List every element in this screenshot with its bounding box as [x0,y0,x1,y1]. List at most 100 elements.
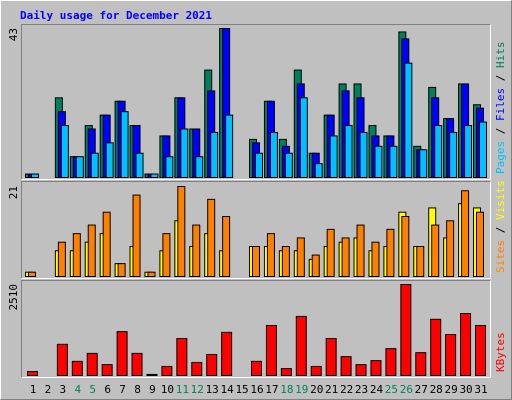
bar [90,152,99,178]
bar [31,173,39,178]
x-tick-label: 18 [280,383,293,396]
legend-separator: / [494,227,507,234]
bar [401,216,410,277]
bar [192,224,201,277]
x-tick-label: 25 [385,383,398,396]
bar [371,241,380,277]
bar [370,360,382,377]
bar [325,338,337,377]
x-tick-label: 27 [415,383,428,396]
y-tick-label: 21 [7,186,20,199]
bar [56,343,68,376]
x-tick-label: 8 [134,383,141,396]
bar [102,211,111,277]
bar [416,246,425,277]
bar [404,62,413,178]
bar [120,111,129,178]
x-tick-label: 1 [30,383,37,396]
bar [165,156,174,179]
bar [445,334,457,376]
x-tick-label: 28 [430,383,443,396]
x-tick-label: 3 [60,383,67,396]
panel-bevel [21,181,491,279]
legend-entry: Hits [494,42,507,69]
panel-bevel [21,181,491,279]
legend: Sites / Visits [494,180,507,273]
bar [479,121,487,178]
bar [131,352,143,376]
x-tick-label: 4 [74,383,81,396]
bar [132,194,141,277]
x-tick-label: 23 [355,383,368,396]
bar [476,211,484,277]
x-tick-label: 17 [265,383,278,396]
panel-bevel [21,24,491,180]
bar [415,352,427,376]
bar [72,233,81,277]
bar [251,360,262,377]
bar [385,348,397,377]
bar [150,173,159,178]
x-tick-label: 2 [45,383,52,396]
bar [344,125,353,178]
bar [147,271,156,278]
x-tick-label: 16 [250,383,263,396]
bar [28,271,36,278]
bar [310,365,322,376]
bar [340,356,352,376]
bar [431,224,440,277]
bar [296,237,305,278]
chart-title: Daily usage for December 2021 [20,9,212,22]
bar [326,228,335,278]
y-tick-label: 43 [7,28,20,41]
bar [430,318,442,376]
panel-bevel [21,280,491,378]
bar [265,324,277,377]
legend: Pages / Files / Hits [494,42,507,175]
x-tick-label: 13 [206,383,219,396]
bar [464,125,473,178]
legend-entry: Pages [494,141,507,174]
bar [341,237,350,278]
bar [266,233,275,277]
bar [284,152,293,178]
bar [475,324,486,377]
bar [195,156,204,179]
legend-separator: / [494,75,507,82]
x-tick-label: 22 [340,383,353,396]
bar [210,131,219,179]
bar [146,373,158,377]
bar [75,156,84,179]
bar [446,220,455,278]
x-tick-label: 11 [176,383,189,396]
panel-bevel [21,280,491,378]
bar [225,114,234,178]
x-tick-label: 10 [161,383,174,396]
x-tick-label: 6 [104,383,111,396]
bar [269,131,278,179]
legend-entry: Visits [494,180,507,220]
x-tick-label: 21 [325,383,338,396]
x-tick-label: 31 [474,383,487,396]
bar [299,97,308,178]
bar [461,190,470,278]
bar [105,142,114,178]
bar [434,125,443,178]
bar [116,331,128,376]
bar [280,368,292,376]
bar [314,163,323,179]
bar [329,135,338,179]
bar [311,254,320,277]
x-tick-label: 26 [400,383,413,396]
bar [355,364,367,376]
bar [419,149,428,178]
bar [221,331,233,376]
bar [374,145,383,178]
bar [161,365,173,376]
legend-entry: Files [494,88,507,121]
bar [27,371,38,377]
bar [206,353,218,376]
bar [389,145,398,178]
